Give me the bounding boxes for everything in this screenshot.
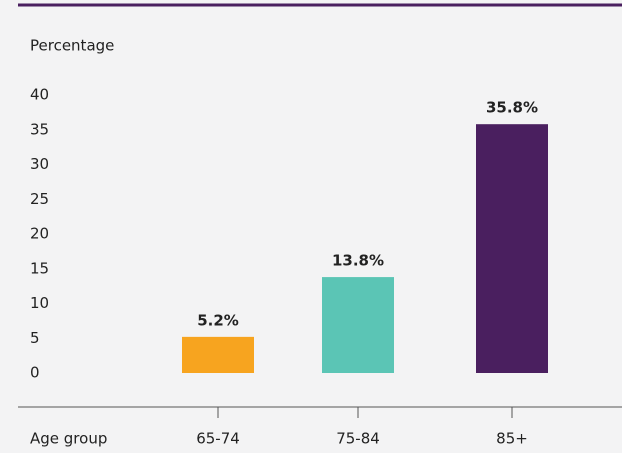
y-tick-label: 30	[30, 155, 49, 173]
data-label: 13.8%	[332, 252, 384, 270]
y-tick-label: 5	[30, 329, 40, 347]
bar	[182, 336, 254, 373]
y-tick-label: 15	[30, 259, 49, 277]
bar	[322, 277, 394, 373]
y-tick-label: 0	[30, 364, 40, 382]
y-axis-label: Percentage	[30, 37, 114, 55]
y-tick-label: 10	[30, 294, 49, 312]
data-label: 5.2%	[197, 311, 239, 329]
x-axis-label: Age group	[30, 430, 107, 448]
y-tick-label: 35	[30, 120, 49, 138]
x-tick-label: 65-74	[196, 430, 240, 448]
y-tick-label: 20	[30, 225, 49, 243]
x-tick-label: 85+	[496, 430, 528, 448]
x-tick-label: 75-84	[336, 430, 380, 448]
y-tick-label: 25	[30, 190, 49, 208]
y-tick-label: 40	[30, 86, 49, 104]
data-label: 35.8%	[486, 99, 538, 117]
bar	[476, 124, 548, 373]
